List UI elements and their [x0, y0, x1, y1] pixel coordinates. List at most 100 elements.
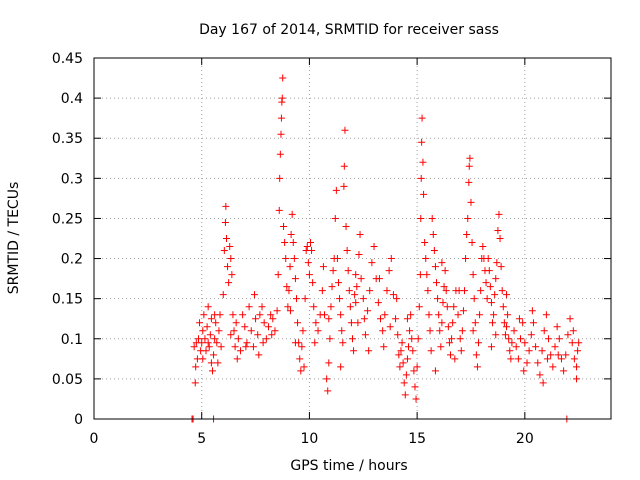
- data-point: [536, 371, 544, 379]
- data-point: [394, 331, 402, 339]
- data-point: [222, 202, 230, 210]
- data-point: [340, 182, 348, 190]
- data-point: [487, 343, 495, 351]
- data-point: [414, 335, 422, 343]
- x-tick-label: 0: [90, 431, 99, 447]
- data-point: [276, 150, 284, 158]
- data-point: [400, 379, 408, 387]
- data-point: [332, 186, 340, 194]
- data-point: [366, 287, 374, 295]
- data-point: [568, 339, 576, 347]
- data-point: [228, 271, 236, 279]
- data-point: [319, 263, 327, 271]
- data-point: [564, 331, 572, 339]
- data-point: [575, 339, 583, 347]
- data-point: [450, 303, 458, 311]
- data-point: [503, 323, 511, 331]
- data-point: [493, 259, 501, 267]
- data-point: [308, 247, 316, 255]
- data-point: [485, 267, 493, 275]
- data-point: [487, 299, 495, 307]
- data-point: [249, 343, 257, 351]
- data-point: [431, 263, 439, 271]
- data-point: [385, 267, 393, 275]
- data-point: [498, 287, 506, 295]
- data-point: [472, 351, 480, 359]
- data-point: [236, 347, 244, 355]
- tick-labels: 0 0.05 0.1 0.15 0.2 0.25 0.3 0.35 0.4 0.45 0 5 10 15 2…: [52, 51, 534, 447]
- data-point: [368, 259, 376, 267]
- data-point: [454, 311, 462, 319]
- data-point: [232, 319, 240, 327]
- data-point: [528, 307, 536, 315]
- data-point: [484, 255, 492, 263]
- data-point: [508, 339, 516, 347]
- x-tick-label: 15: [408, 431, 426, 447]
- data-point: [573, 363, 581, 371]
- data-point: [312, 319, 320, 327]
- data-point: [222, 235, 230, 242]
- data-point: [499, 303, 507, 311]
- data-point: [443, 303, 451, 311]
- data-point: [466, 154, 474, 162]
- data-point: [471, 319, 479, 327]
- y-tick-label: 0.15: [52, 292, 83, 308]
- data-point: [200, 311, 208, 319]
- data-point: [325, 359, 333, 367]
- data-point: [475, 339, 483, 347]
- data-point: [346, 303, 354, 311]
- data-point: [456, 335, 464, 343]
- data-point: [540, 327, 548, 335]
- data-point: [395, 351, 403, 359]
- data-point: [341, 126, 349, 134]
- data-point: [470, 295, 478, 303]
- data-point: [220, 247, 228, 255]
- data-point: [347, 319, 355, 327]
- data-point: [311, 339, 319, 347]
- data-point: [282, 255, 290, 263]
- data-point: [276, 174, 284, 182]
- data-point: [562, 351, 570, 359]
- data-point: [392, 315, 400, 323]
- data-point: [554, 351, 562, 359]
- data-point: [383, 287, 391, 295]
- data-point: [436, 327, 444, 335]
- data-point: [318, 287, 326, 295]
- data-point: [494, 226, 502, 234]
- data-point: [284, 303, 292, 311]
- data-point: [532, 343, 540, 351]
- data-point: [227, 255, 235, 263]
- data-point: [570, 355, 578, 363]
- data-point: [298, 343, 306, 351]
- data-point: [303, 243, 311, 251]
- data-point: [389, 291, 397, 299]
- data-point: [457, 347, 465, 355]
- data-point: [364, 307, 372, 315]
- data-point: [198, 339, 206, 347]
- data-point: [234, 335, 242, 343]
- data-point: [344, 267, 352, 275]
- data-point: [211, 311, 219, 319]
- data-point: [428, 214, 436, 222]
- data-point: [464, 214, 472, 222]
- data-point: [374, 299, 382, 307]
- data-point: [365, 347, 373, 355]
- data-point: [476, 311, 484, 319]
- data-point: [361, 331, 369, 339]
- data-point: [416, 271, 424, 279]
- data-point: [345, 287, 353, 295]
- data-point: [543, 355, 551, 363]
- data-point: [225, 279, 233, 287]
- data-point: [285, 287, 293, 295]
- data-point: [314, 327, 322, 335]
- data-point: [399, 359, 407, 367]
- data-point: [340, 162, 348, 170]
- data-point: [527, 331, 535, 339]
- data-point: [327, 303, 335, 311]
- data-point: [299, 327, 307, 335]
- data-point: [204, 339, 212, 347]
- y-tick-label: 0.1: [61, 332, 83, 348]
- data-point: [520, 367, 528, 375]
- data-point: [350, 347, 358, 355]
- data-point: [463, 230, 471, 238]
